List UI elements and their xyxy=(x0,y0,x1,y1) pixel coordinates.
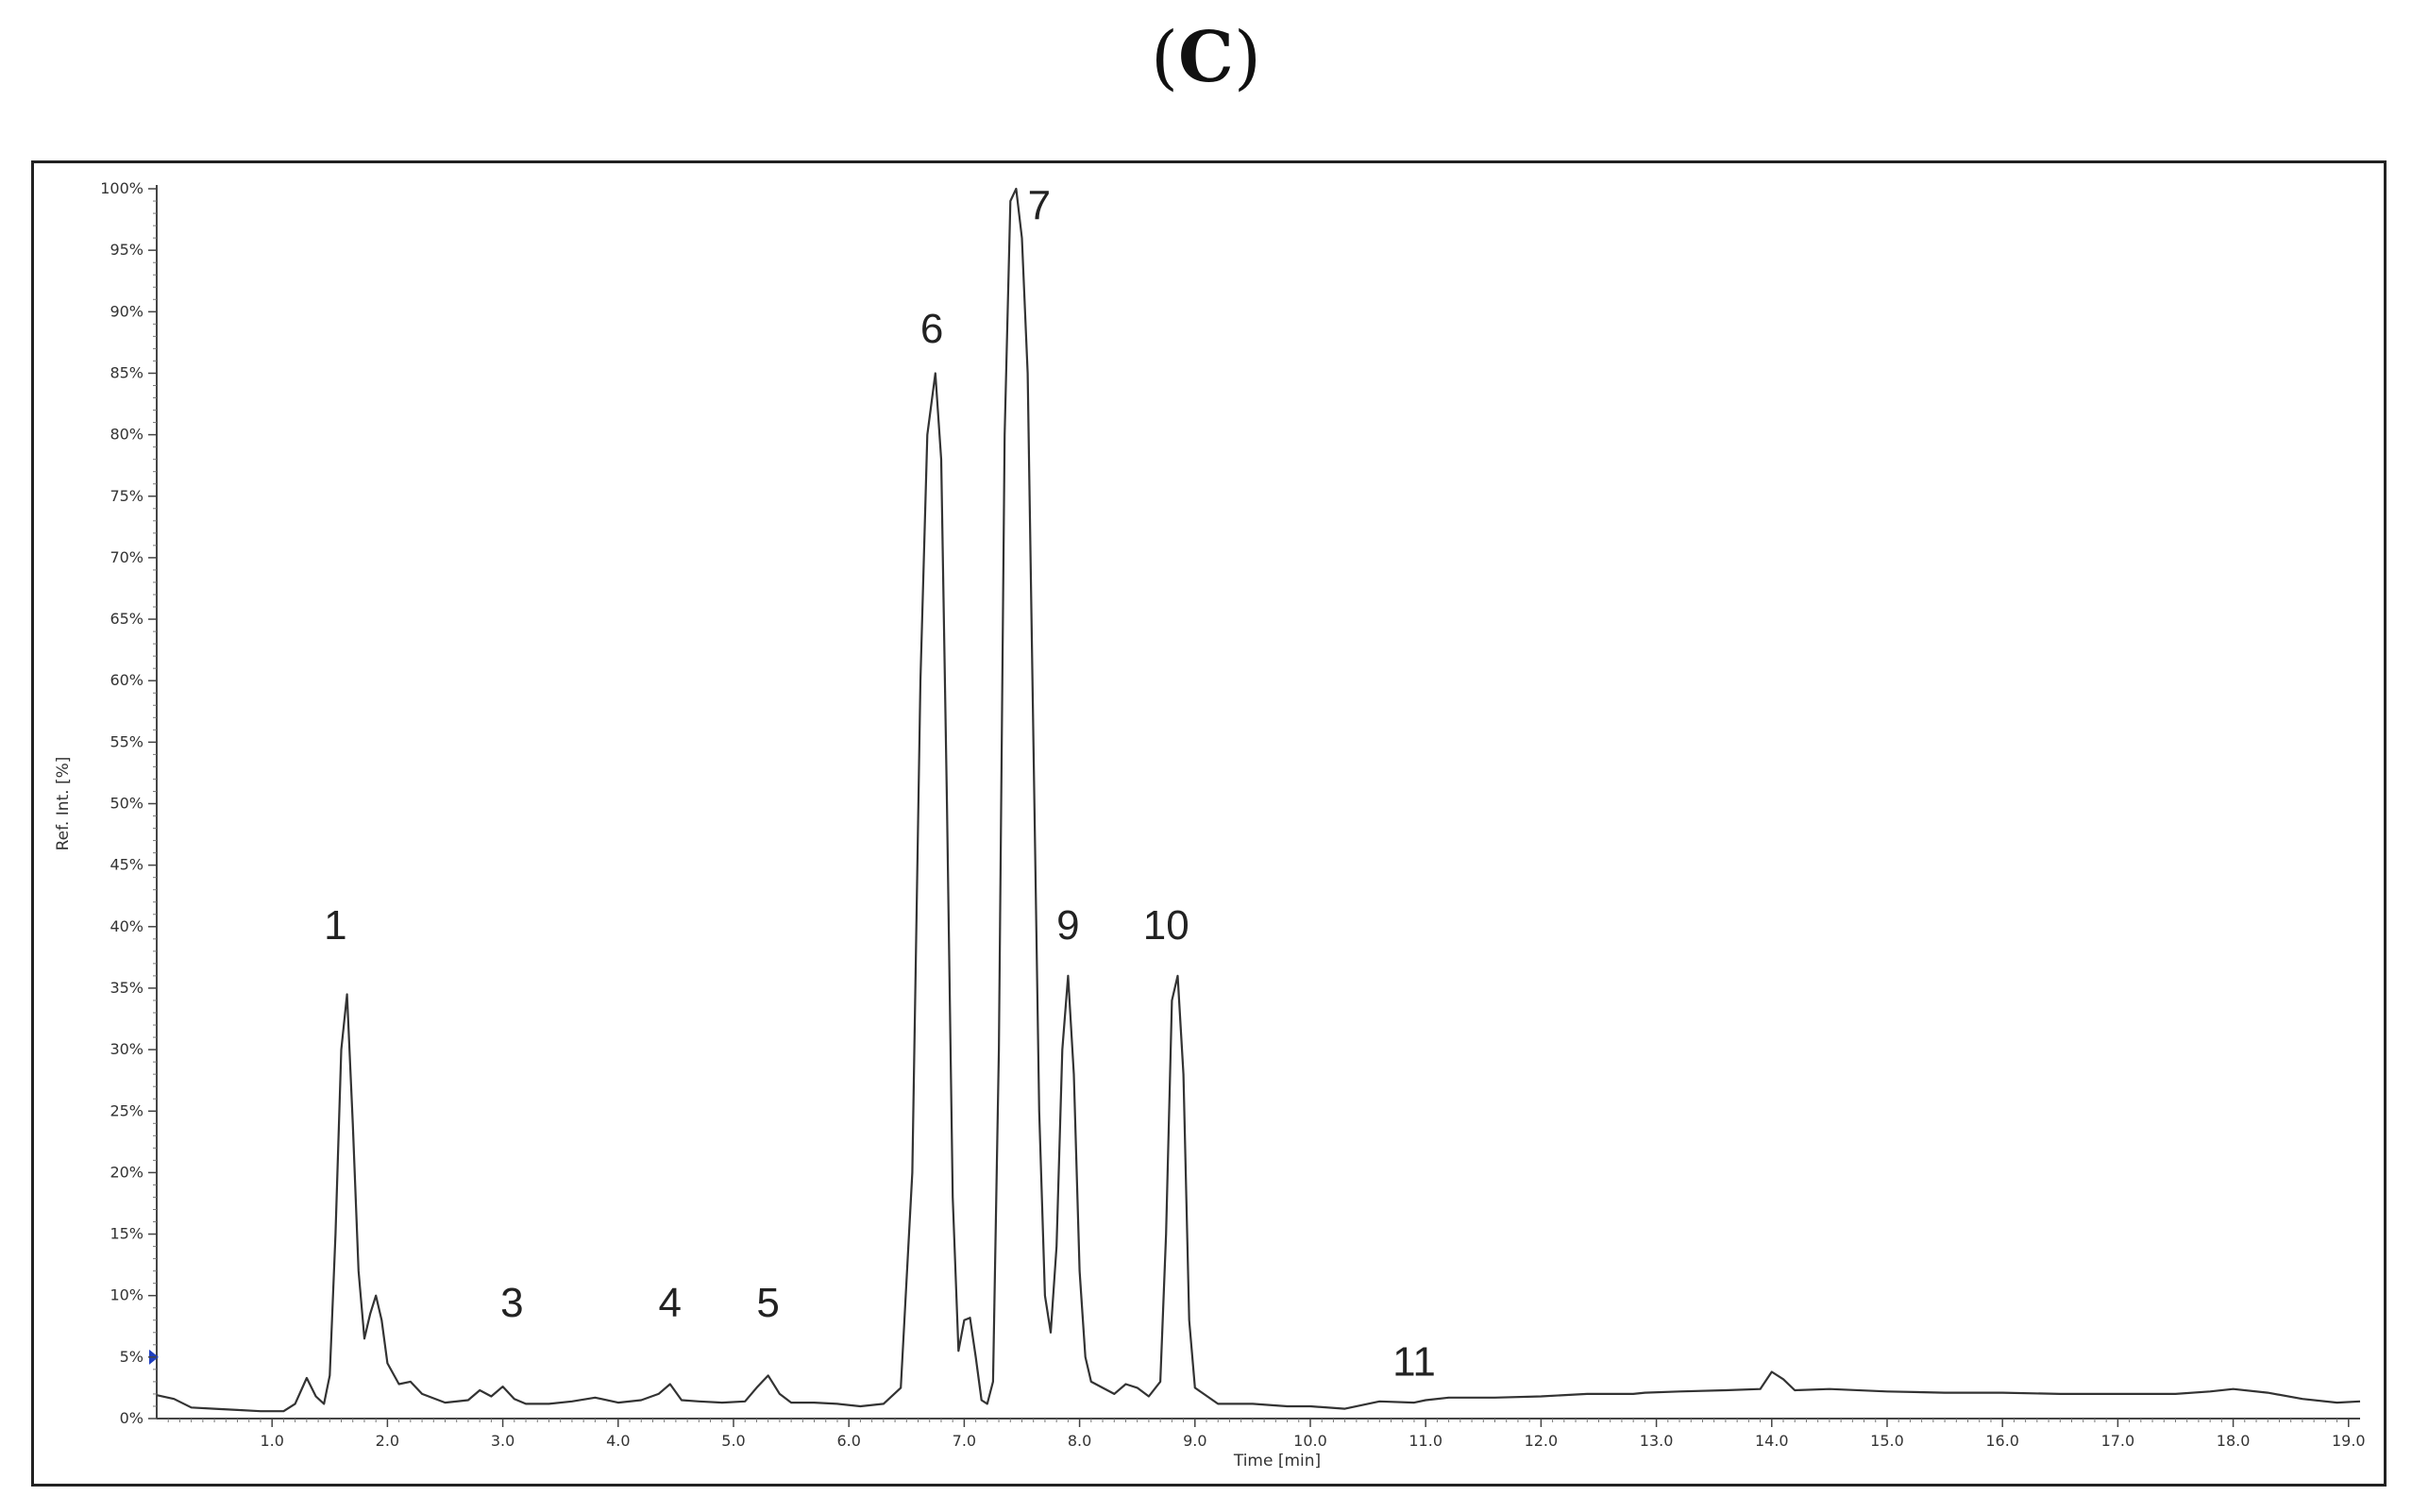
x-tick-label: 3.0 xyxy=(491,1432,514,1450)
peak-annotations: 1 3 4 5 6 7 9 10 11 xyxy=(324,183,1436,1386)
y-tick-label: 0% xyxy=(120,1409,143,1427)
x-tick-label: 2.0 xyxy=(376,1432,399,1450)
y-tick-label: 100% xyxy=(100,179,143,197)
x-tick-label: 14.0 xyxy=(1755,1432,1789,1450)
peak-label-5: 5 xyxy=(756,1280,779,1326)
panel-open: ( xyxy=(1151,17,1179,98)
x-tick-label: 10.0 xyxy=(1293,1432,1327,1450)
y-tick-label: 85% xyxy=(110,363,143,381)
panel-letter: C xyxy=(1178,17,1234,98)
peak-label-6: 6 xyxy=(920,306,943,352)
y-tick-label: 5% xyxy=(120,1348,143,1366)
x-tick-label: 19.0 xyxy=(2332,1432,2366,1450)
panel-label: (C) xyxy=(0,17,2412,98)
x-tick-label: 11.0 xyxy=(1408,1432,1442,1450)
x-tick-label: 4.0 xyxy=(606,1432,630,1450)
peak-label-1: 1 xyxy=(324,902,346,949)
y-tick-label: 40% xyxy=(110,917,143,935)
peak-label-3: 3 xyxy=(500,1280,523,1326)
x-tick-label: 8.0 xyxy=(1068,1432,1091,1450)
peak-label-7: 7 xyxy=(1028,183,1051,229)
y-tick-label: 65% xyxy=(110,610,143,628)
y-tick-label: 55% xyxy=(110,732,143,750)
x-tick-label: 12.0 xyxy=(1525,1432,1559,1450)
y-tick-label: 80% xyxy=(110,426,143,444)
x-axis-label: Time [min] xyxy=(1233,1452,1321,1470)
panel-close: ) xyxy=(1233,17,1261,98)
chart-axes xyxy=(149,185,2360,1420)
peak-label-4: 4 xyxy=(659,1280,682,1326)
y-tick-label: 20% xyxy=(110,1163,143,1181)
y-tick-label: 10% xyxy=(110,1286,143,1304)
x-tick-label: 7.0 xyxy=(953,1432,976,1450)
chart-frame xyxy=(31,160,2387,1487)
x-tick-label: 16.0 xyxy=(1985,1432,2019,1450)
x-tick-label: 9.0 xyxy=(1183,1432,1206,1450)
y-tick-label: 95% xyxy=(110,241,143,259)
x-tick-label: 17.0 xyxy=(2101,1432,2135,1450)
peak-label-9: 9 xyxy=(1056,902,1079,949)
x-tick-label: 15.0 xyxy=(1870,1432,1904,1450)
y-tick-label: 35% xyxy=(110,979,143,997)
y-tick-label: 25% xyxy=(110,1101,143,1119)
y-tick-label: 70% xyxy=(110,548,143,566)
y-tick-label: 75% xyxy=(110,487,143,505)
trace-group xyxy=(156,187,2361,1413)
y-axis-label: Ref. Int. [%] xyxy=(54,757,73,851)
y-tick-label: 15% xyxy=(110,1225,143,1243)
chromatogram-trace xyxy=(156,187,2361,1413)
y-tick-label: 60% xyxy=(110,671,143,689)
y-tick-label: 90% xyxy=(110,302,143,320)
x-tick-label: 13.0 xyxy=(1640,1432,1674,1450)
chart-ticks: 0% 5% 10% 15% 20% 25% 30% 35% 40% 45% 50% 55% 60% 65%… xyxy=(100,179,2365,1450)
peak-label-11: 11 xyxy=(1392,1338,1436,1385)
y-tick-label: 30% xyxy=(110,1040,143,1058)
x-tick-label: 5.0 xyxy=(721,1432,745,1450)
y-tick-label: 45% xyxy=(110,856,143,874)
x-tick-label: 6.0 xyxy=(836,1432,860,1450)
y-tick-label: 50% xyxy=(110,795,143,813)
peak-label-10: 10 xyxy=(1143,902,1189,949)
x-tick-label: 1.0 xyxy=(260,1432,283,1450)
x-tick-label: 18.0 xyxy=(2217,1432,2251,1450)
